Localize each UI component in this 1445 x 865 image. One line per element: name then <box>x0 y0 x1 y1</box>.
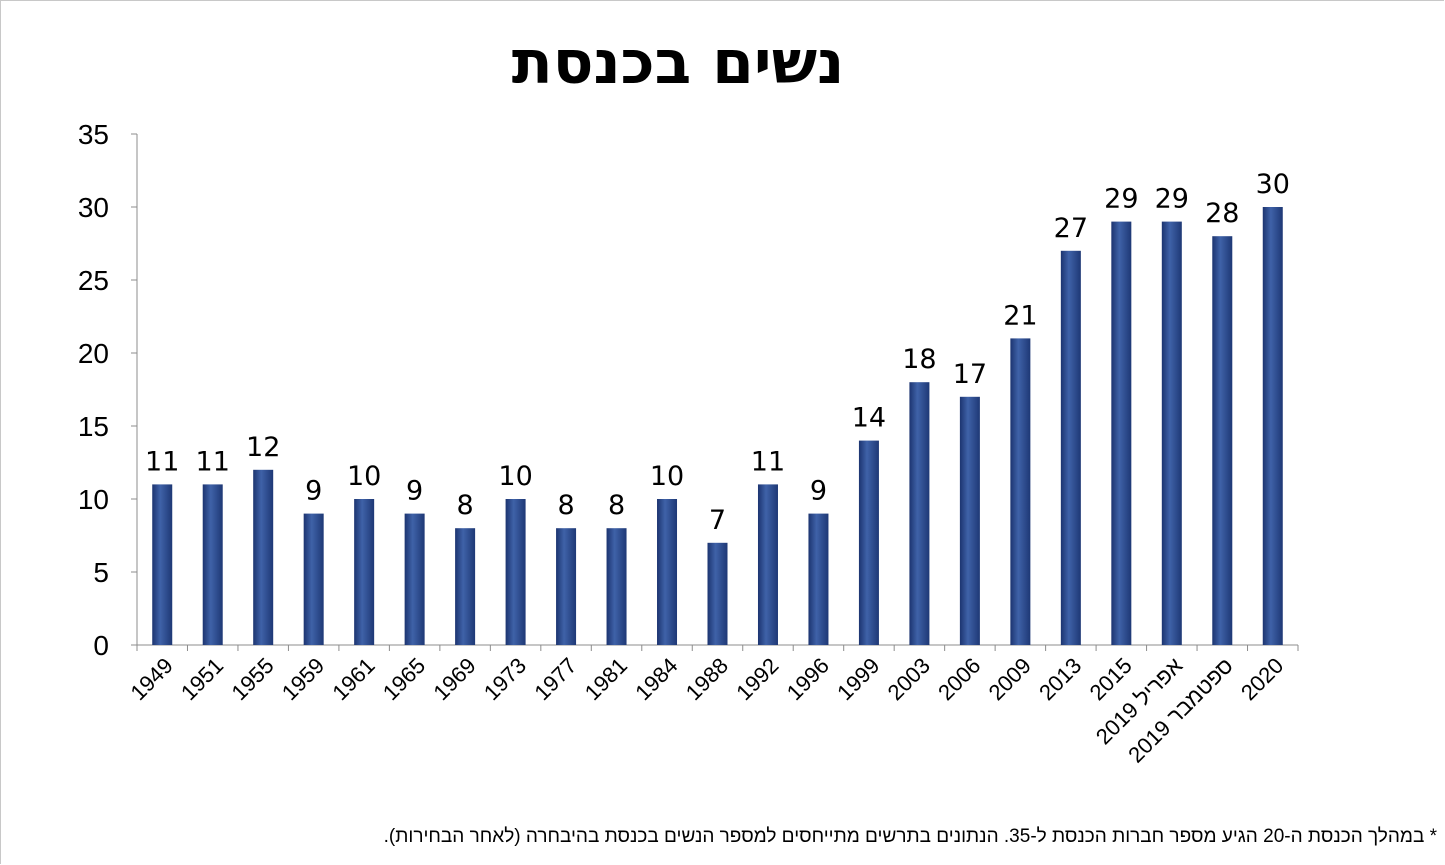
bar <box>1161 221 1182 645</box>
data-label: 28 <box>1205 198 1239 229</box>
x-tick-label: 2020 <box>1236 653 1288 705</box>
data-label: 14 <box>852 403 886 434</box>
bar <box>1262 207 1283 645</box>
y-tick-label: 20 <box>78 338 109 369</box>
y-tick-label: 35 <box>78 119 109 150</box>
data-label: 8 <box>457 490 474 521</box>
x-tick-labels: 1949195119551959196119651969197319771981… <box>125 653 1288 768</box>
bar <box>1212 236 1233 645</box>
bar <box>505 499 526 645</box>
y-tick-label: 5 <box>93 557 109 588</box>
bar <box>707 542 728 645</box>
bar <box>959 396 980 645</box>
x-tick-label: 1961 <box>327 653 379 705</box>
x-tick-label: 1973 <box>479 653 531 705</box>
data-label: 11 <box>751 446 785 477</box>
data-label: 10 <box>650 461 684 492</box>
x-tick-label: 1996 <box>782 653 834 705</box>
bar <box>404 513 425 645</box>
data-label: 10 <box>498 461 532 492</box>
x-tick-label: 1955 <box>226 653 278 705</box>
x-tick-label: 2009 <box>984 653 1036 705</box>
data-label: 17 <box>953 359 987 390</box>
x-tick-label: 1969 <box>428 653 480 705</box>
data-label: 7 <box>709 505 726 536</box>
data-label: 9 <box>406 476 423 507</box>
y-tick-label: 30 <box>78 192 109 223</box>
bar <box>455 528 476 645</box>
x-tick-label: 1984 <box>630 653 682 705</box>
bar <box>808 513 829 645</box>
data-labels: 11 11 12 9 10 9 8 10 8 8 10 7 11 9 14 18 17 21 27 29 29 28 30 <box>145 169 1290 536</box>
data-label: 18 <box>902 344 936 375</box>
data-label: 27 <box>1054 213 1088 244</box>
bar <box>556 528 577 645</box>
x-tick-label: 1977 <box>529 653 581 705</box>
bar <box>253 469 274 645</box>
bar <box>1060 250 1081 646</box>
bar <box>152 484 173 645</box>
y-tick-labels: 0 5 10 15 20 25 30 35 <box>78 119 109 661</box>
x-tick-label: 1988 <box>681 653 733 705</box>
bar <box>757 484 778 645</box>
bar <box>657 499 678 645</box>
data-label: 11 <box>196 446 230 477</box>
x-tick-label: 2003 <box>883 653 935 705</box>
data-label: 8 <box>608 490 625 521</box>
x-tick-label: 1992 <box>731 653 783 705</box>
bar <box>858 440 879 645</box>
bar <box>909 382 930 645</box>
y-tick-label: 25 <box>78 265 109 296</box>
data-label: 29 <box>1155 184 1189 215</box>
bar <box>303 513 324 645</box>
x-tick-label: 1965 <box>378 653 430 705</box>
bar <box>354 499 375 645</box>
data-label: 30 <box>1256 169 1290 200</box>
y-tick-label: 15 <box>78 411 109 442</box>
data-label: 21 <box>1003 300 1037 331</box>
y-tick-label: 10 <box>78 484 109 515</box>
chart-title: נשים בכנסת <box>511 28 845 98</box>
bar <box>202 484 223 645</box>
data-label: 9 <box>810 476 827 507</box>
x-tick-label: 2006 <box>933 653 985 705</box>
data-label: 10 <box>347 461 381 492</box>
x-tick-label: 1959 <box>277 653 329 705</box>
x-tick-label: 1981 <box>580 653 632 705</box>
x-tick-label: 2013 <box>1034 653 1086 705</box>
bar <box>1010 338 1031 645</box>
data-label: 29 <box>1104 184 1138 215</box>
data-label: 11 <box>145 446 179 477</box>
y-tick-label: 0 <box>93 630 109 661</box>
bars <box>152 207 1283 646</box>
bar <box>1111 221 1132 645</box>
data-label: 12 <box>246 432 280 463</box>
data-label: 9 <box>305 476 322 507</box>
data-label: 8 <box>557 490 574 521</box>
bar <box>606 528 627 645</box>
x-tick-label: 1951 <box>176 653 228 705</box>
x-tick-label: 1949 <box>125 653 177 705</box>
x-tick-label: 1999 <box>832 653 884 705</box>
footnote: * במהלך הכנסת ה-20 הגיע מספר חברות הכנסת… <box>383 826 1437 847</box>
